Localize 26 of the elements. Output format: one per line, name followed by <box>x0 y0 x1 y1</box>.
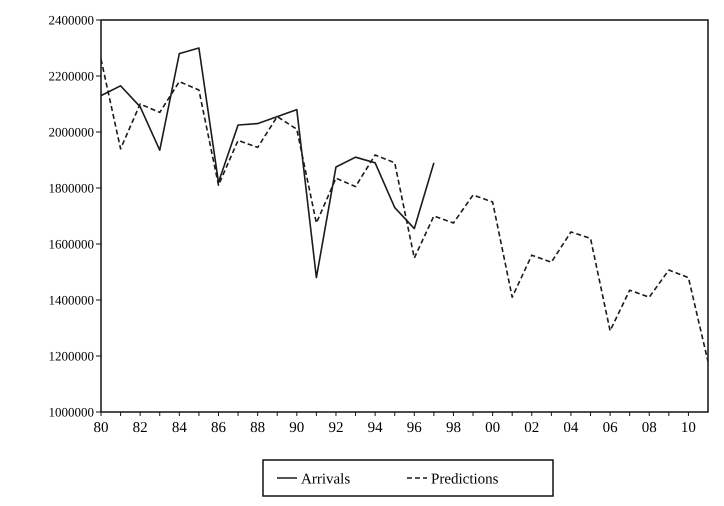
x-tick-label: 08 <box>642 420 657 436</box>
x-tick-label: 02 <box>524 420 540 436</box>
y-tick-label: 1400000 <box>48 292 94 308</box>
y-tick-label: 1000000 <box>48 404 94 420</box>
x-tick-label: 88 <box>250 420 266 436</box>
y-tick-label: 1600000 <box>48 236 94 252</box>
x-tick-label: 84 <box>172 420 188 436</box>
x-tick-label: 90 <box>289 420 304 436</box>
x-tick-label: 80 <box>94 420 108 436</box>
y-tick-label: 1800000 <box>48 180 94 196</box>
legend-label: Arrivals <box>301 471 350 488</box>
x-tick-label: 86 <box>210 420 226 436</box>
y-tick-label: 1200000 <box>48 348 94 364</box>
y-tick-label: 2000000 <box>48 124 94 140</box>
x-tick-label: 04 <box>563 420 579 436</box>
legend-label: Predictions <box>431 471 499 488</box>
x-tick-label: 06 <box>602 420 618 436</box>
x-tick-label: 94 <box>368 420 384 436</box>
x-tick-label: 00 <box>485 420 500 436</box>
x-tick-label: 98 <box>446 420 461 436</box>
x-tick-label: 92 <box>328 420 344 436</box>
x-tick-label: 96 <box>406 420 422 436</box>
y-tick-label: 2200000 <box>48 68 94 84</box>
x-tick-label: 82 <box>132 420 148 436</box>
y-tick-label: 2400000 <box>48 12 94 28</box>
x-tick-label: 10 <box>680 420 696 436</box>
